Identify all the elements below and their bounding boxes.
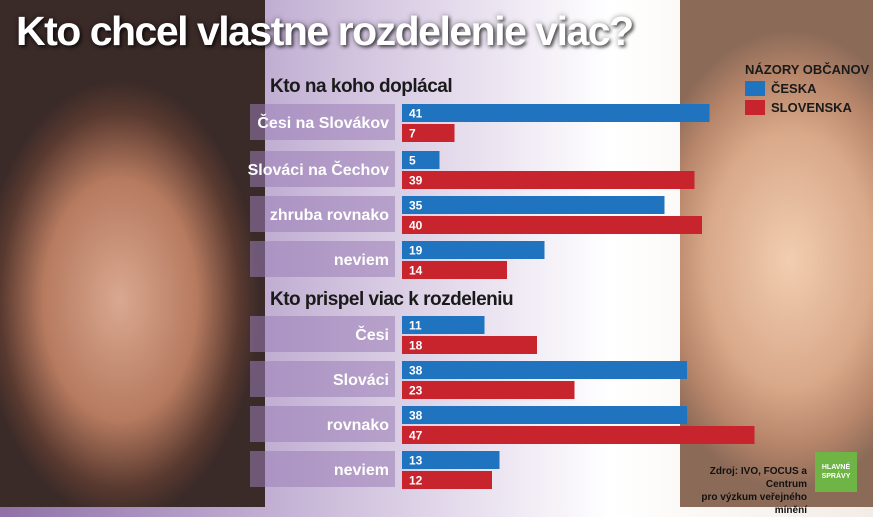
category-label: Slováci na Čechov bbox=[248, 160, 389, 179]
bar-slovenska bbox=[402, 171, 695, 189]
publisher-logo: HLAVNÉ SPRÁVY bbox=[815, 452, 857, 492]
source-note: Zdroj: IVO, FOCUS a Centrum pro výzkum v… bbox=[677, 465, 807, 517]
legend-swatch-slovenska bbox=[745, 100, 765, 115]
category-band bbox=[250, 196, 395, 232]
page-title: Kto chcel vlastne rozdelenie viac? bbox=[16, 8, 634, 54]
bar-ceska bbox=[402, 361, 687, 379]
bar-value-label: 5 bbox=[409, 154, 416, 168]
bar-value-label: 47 bbox=[409, 429, 423, 443]
bar-ceska bbox=[402, 104, 710, 122]
bar-ceska bbox=[402, 151, 440, 169]
bar-value-label: 19 bbox=[409, 244, 423, 258]
bar-slovenska bbox=[402, 124, 455, 142]
legend-title: NÁZORY OBČANOV bbox=[745, 62, 870, 77]
legend-label-slovenska: SLOVENSKA bbox=[771, 100, 852, 115]
bar-slovenska bbox=[402, 336, 537, 354]
legend-swatch-ceska bbox=[745, 81, 765, 96]
bar-value-label: 11 bbox=[409, 319, 422, 333]
bar-slovenska bbox=[402, 471, 492, 489]
bar-value-label: 13 bbox=[409, 454, 423, 468]
bar-ceska bbox=[402, 196, 665, 214]
category-label: Česi na Slovákov bbox=[257, 113, 389, 132]
logo-line-2: SPRÁVY bbox=[821, 473, 851, 480]
bar-slovenska bbox=[402, 426, 755, 444]
bar-value-label: 18 bbox=[409, 339, 423, 353]
bar-ceska bbox=[402, 406, 687, 424]
bar-value-label: 41 bbox=[409, 107, 423, 121]
bar-slovenska bbox=[402, 381, 575, 399]
category-label: zhruba rovnako bbox=[270, 207, 389, 224]
bar-value-label: 35 bbox=[409, 199, 423, 213]
bar-ceska bbox=[402, 316, 485, 334]
right-portrait-photo bbox=[680, 0, 873, 507]
category-band bbox=[250, 151, 395, 187]
category-band bbox=[250, 104, 395, 140]
legend: NÁZORY OBČANOV ČESKA SLOVENSKA bbox=[745, 62, 869, 115]
category-band bbox=[250, 451, 395, 487]
legend-item-slovenska: SLOVENSKA bbox=[745, 100, 869, 115]
legend-label-ceska: ČESKA bbox=[771, 81, 817, 96]
category-band bbox=[250, 241, 395, 277]
bar-slovenska bbox=[402, 261, 507, 279]
bar-value-label: 12 bbox=[409, 474, 423, 488]
legend-item-ceska: ČESKA bbox=[745, 81, 869, 96]
bar-value-label: 7 bbox=[409, 127, 416, 141]
bar-ceska bbox=[402, 241, 545, 259]
category-label: rovnako bbox=[327, 417, 389, 434]
section-title-2: Kto prispel viac k rozdeleniu bbox=[270, 289, 514, 310]
category-label: neviem bbox=[334, 252, 389, 269]
logo-line-1: HLAVNÉ bbox=[821, 464, 851, 471]
left-portrait-photo bbox=[0, 0, 265, 507]
category-label: neviem bbox=[334, 462, 389, 479]
section-title-1: Kto na koho doplácal bbox=[270, 76, 453, 97]
category-label: Slováci bbox=[333, 372, 389, 389]
bar-ceska bbox=[402, 451, 500, 469]
source-line-2: pro výzkum veřejného mínění bbox=[701, 492, 807, 516]
bar-value-label: 38 bbox=[409, 364, 423, 378]
bar-slovenska bbox=[402, 216, 702, 234]
bar-value-label: 40 bbox=[409, 219, 423, 233]
bar-value-label: 14 bbox=[409, 264, 423, 278]
bar-value-label: 23 bbox=[409, 384, 423, 398]
category-band bbox=[250, 406, 395, 442]
source-line-1: Zdroj: IVO, FOCUS a Centrum bbox=[709, 466, 807, 490]
category-band bbox=[250, 361, 395, 397]
bar-value-label: 38 bbox=[409, 409, 423, 423]
category-band bbox=[250, 316, 395, 352]
category-label: Česi bbox=[355, 325, 389, 344]
bar-value-label: 39 bbox=[409, 174, 423, 188]
